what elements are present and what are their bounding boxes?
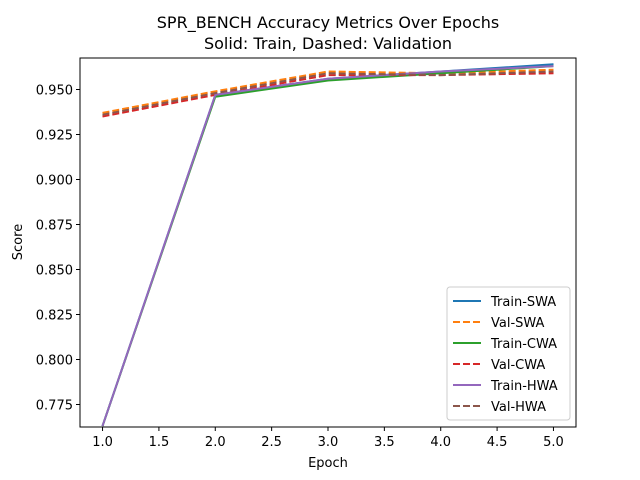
y-axis: 0.775 0.800 0.825 0.850 0.875 0.900 0.925 0.950 [36, 84, 80, 414]
legend-box [446, 286, 571, 421]
x-tick-label: 3.0 [318, 435, 339, 450]
series-line-val-cwa [102, 72, 554, 118]
legend-label-val-swa: Val-SWA [491, 316, 545, 331]
x-tick-label: 1.5 [149, 435, 170, 450]
y-tick-label: 0.925 [36, 129, 73, 144]
x-tick-label: 3.5 [374, 435, 395, 450]
x-tick-label: 2.5 [261, 435, 282, 450]
x-tick-label: 2.0 [205, 435, 226, 450]
x-axis: 1.0 1.5 2.0 2.5 3.0 3.5 4.0 4.5 5.0 [92, 427, 564, 450]
y-tick-label: 0.850 [36, 264, 73, 279]
legend: Train-SWA Val-SWA Train-CWA Val-CWA Train-HW… [446, 286, 571, 421]
x-tick-label: 4.0 [430, 435, 451, 450]
y-tick-label: 0.875 [36, 219, 73, 234]
chart-subtitle: Solid: Train, Dashed: Validation [204, 34, 452, 53]
legend-label-train-cwa: Train-CWA [490, 337, 557, 352]
legend-label-train-swa: Train-SWA [490, 295, 556, 310]
series-line-val-hwa [102, 70, 554, 116]
y-tick-label: 0.950 [36, 84, 73, 99]
series-layer [101, 63, 554, 427]
series-line-train-hwa [101, 65, 554, 427]
x-axis-label: Epoch [308, 456, 348, 471]
legend-label-val-hwa: Val-HWA [491, 400, 546, 415]
legend-label-val-cwa: Val-CWA [491, 358, 545, 373]
chart-title: SPR_BENCH Accuracy Metrics Over Epochs [157, 13, 499, 33]
y-axis-label: Score [11, 224, 26, 260]
y-tick-label: 0.825 [36, 309, 73, 324]
legend-label-train-hwa: Train-HWA [490, 379, 558, 394]
x-tick-label: 1.0 [92, 435, 113, 450]
x-tick-label: 4.5 [487, 435, 508, 450]
y-tick-label: 0.900 [36, 174, 73, 189]
y-tick-label: 0.800 [36, 354, 73, 369]
y-tick-label: 0.775 [36, 399, 73, 414]
series-line-val-swa [102, 68, 554, 114]
x-tick-label: 5.0 [543, 435, 564, 450]
